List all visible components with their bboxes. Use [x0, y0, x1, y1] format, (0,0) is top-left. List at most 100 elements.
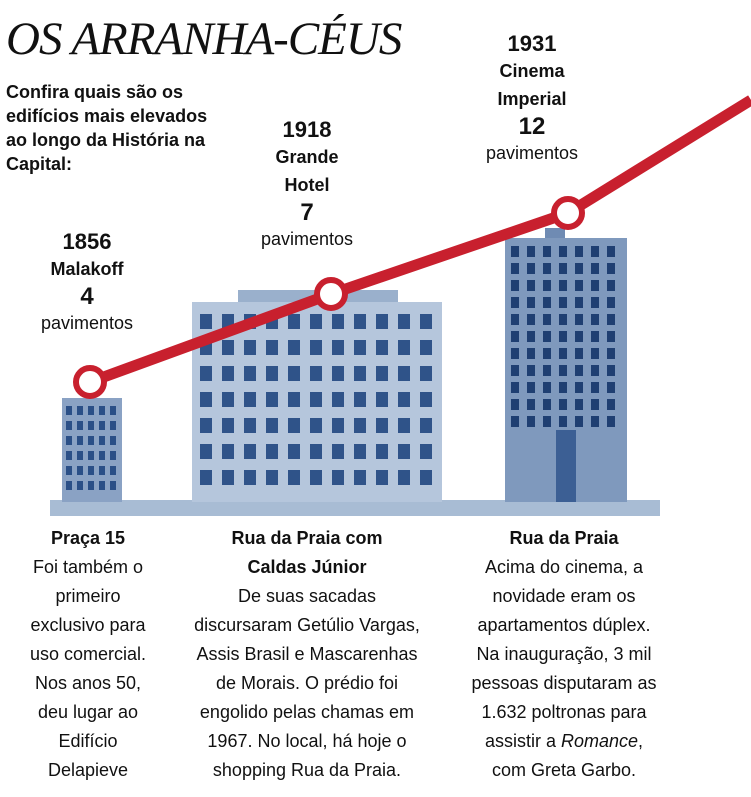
building-window	[266, 470, 278, 485]
building-grande-hotel	[192, 290, 442, 502]
timeline-marker-1931	[551, 196, 585, 230]
caption-line: Delapieve	[47, 760, 129, 780]
building-window	[99, 421, 105, 430]
building-window	[88, 436, 94, 445]
building-window	[591, 365, 599, 376]
building-window	[591, 297, 599, 308]
caption-line: deu lugar ao	[37, 702, 139, 722]
building-window	[559, 348, 567, 359]
building-window	[200, 470, 212, 485]
building-window	[607, 365, 615, 376]
building-window	[110, 421, 116, 430]
building-window	[310, 366, 322, 381]
building-window	[66, 406, 72, 415]
milestone-floor-count: 12	[518, 113, 546, 140]
building-window	[99, 451, 105, 460]
building-window	[244, 470, 256, 485]
building-window	[88, 406, 94, 415]
building-window	[575, 263, 583, 274]
building-window	[559, 416, 567, 427]
building-window	[200, 392, 212, 407]
building-window	[77, 481, 83, 490]
caption-line: Assis Brasil e Mascarenhas	[196, 644, 418, 664]
building-window	[607, 331, 615, 342]
building-window	[288, 444, 300, 459]
caption-location: Praça 15	[50, 528, 126, 548]
building-window	[607, 297, 615, 308]
building-window	[77, 421, 83, 430]
building-window	[527, 416, 535, 427]
building-window	[376, 470, 388, 485]
building-window	[511, 246, 519, 257]
caption-line: De suas sacadas	[237, 586, 377, 606]
building-window	[354, 340, 366, 355]
building-window	[398, 340, 410, 355]
building-window	[244, 366, 256, 381]
caption-location: Rua da Praia	[509, 528, 619, 548]
building-window	[310, 340, 322, 355]
building-window	[543, 263, 551, 274]
building-window	[398, 444, 410, 459]
caption-malakoff: Praça 15 Foi também o primeiro exclusivo…	[8, 524, 168, 785]
caption-line: Acima do cinema, a	[484, 557, 644, 577]
building-window	[575, 416, 583, 427]
caption-line: engolido pelas chamas em	[199, 702, 415, 722]
caption-line: novidade eram os	[492, 586, 636, 606]
building-window	[244, 392, 256, 407]
building-window	[310, 418, 322, 433]
building-window	[222, 392, 234, 407]
building-window	[543, 280, 551, 291]
building-window	[332, 366, 344, 381]
building-window	[527, 348, 535, 359]
building-window	[376, 444, 388, 459]
milestone-1931-label: 1931 Cinema Imperial 12 pavimentos	[457, 30, 607, 167]
milestone-name-line: Hotel	[284, 175, 330, 195]
building-window	[591, 280, 599, 291]
building-window	[543, 399, 551, 410]
building-window	[607, 348, 615, 359]
ground-strip	[50, 500, 660, 516]
building-window	[527, 331, 535, 342]
caption-line: primeiro	[55, 586, 121, 606]
timeline-line	[88, 95, 751, 388]
building-window	[527, 365, 535, 376]
caption-line: Edifício	[58, 731, 118, 751]
building-window	[288, 470, 300, 485]
building-window	[110, 481, 116, 490]
building-window	[266, 340, 278, 355]
milestone-floor-count: 7	[300, 199, 314, 226]
building-window	[559, 297, 567, 308]
building-malakoff-windows	[66, 406, 116, 490]
building-window	[575, 399, 583, 410]
building-window	[222, 470, 234, 485]
building-window	[288, 418, 300, 433]
building-window	[591, 246, 599, 257]
building-window	[575, 280, 583, 291]
building-window	[398, 314, 410, 329]
timeline-marker-1918	[314, 277, 348, 311]
building-window	[527, 399, 535, 410]
building-window	[354, 418, 366, 433]
building-window	[575, 297, 583, 308]
building-window	[511, 365, 519, 376]
milestone-1918-label: 1918 Grande Hotel 7 pavimentos	[232, 116, 382, 253]
building-window	[244, 444, 256, 459]
building-window	[591, 263, 599, 274]
building-window	[511, 280, 519, 291]
building-window	[543, 331, 551, 342]
building-window	[110, 436, 116, 445]
building-window	[527, 297, 535, 308]
building-window	[376, 418, 388, 433]
caption-line: Foi também o	[32, 557, 144, 577]
building-window	[200, 366, 212, 381]
building-window	[575, 246, 583, 257]
milestone-floor-unit: pavimentos	[40, 313, 134, 333]
building-window	[88, 466, 94, 475]
building-window	[222, 366, 234, 381]
building-window	[99, 436, 105, 445]
building-window	[77, 436, 83, 445]
building-window	[527, 263, 535, 274]
building-window	[591, 416, 599, 427]
caption-location-line: Caldas Júnior	[247, 557, 367, 577]
caption-grande-hotel: Rua da Praia com Caldas Júnior De suas s…	[180, 524, 434, 785]
